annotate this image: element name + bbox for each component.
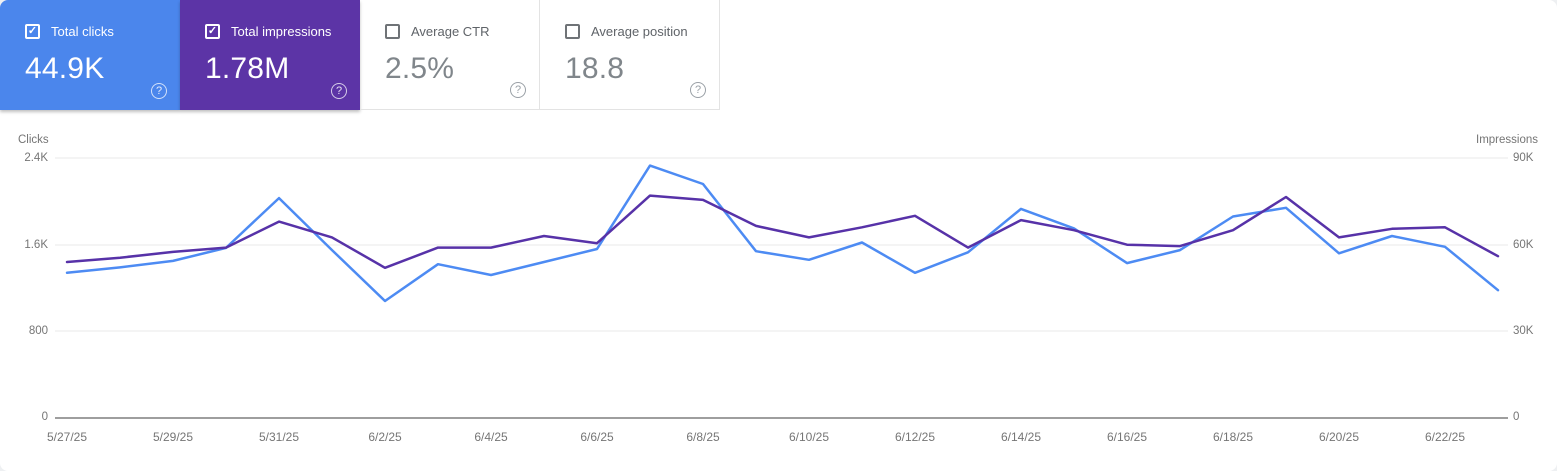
metric-card-average-ctr[interactable]: ✓ Average CTR 2.5% ? <box>360 0 540 110</box>
metric-value: 1.78M <box>205 52 290 85</box>
x-axis-date-label: 5/29/25 <box>152 430 194 444</box>
left-axis-tick: 2.4K <box>24 152 48 164</box>
x-axis-date-label: 6/12/25 <box>894 430 936 444</box>
right-axis-tick: 30K <box>1513 325 1534 337</box>
x-axis-date-label: 6/2/25 <box>368 430 402 444</box>
x-axis-date-label: 5/31/25 <box>258 430 300 444</box>
right-axis-tick: 0 <box>1513 411 1520 423</box>
x-axis-date-label: 6/10/25 <box>788 430 830 444</box>
x-axis-date-label: 6/20/25 <box>1318 430 1360 444</box>
metric-cards-row: ✓ Total clicks 44.9K ? ✓ Total impressio… <box>0 0 720 110</box>
help-icon[interactable]: ? <box>690 82 706 98</box>
metric-label: Total clicks <box>51 24 114 39</box>
card-header: ✓ Total clicks <box>25 24 180 39</box>
left-axis-tick: 1.6K <box>24 239 48 251</box>
metric-value: 44.9K <box>25 52 105 85</box>
x-axis-date-label: 6/22/25 <box>1424 430 1466 444</box>
card-header: ✓ Average CTR <box>385 24 539 39</box>
impressions-line <box>65 194 1500 270</box>
x-axis-date-label: 6/8/25 <box>686 430 720 444</box>
checkbox-unchecked-icon[interactable]: ✓ <box>565 24 580 39</box>
checkbox-checked-icon[interactable]: ✓ <box>205 24 220 39</box>
help-icon[interactable]: ? <box>510 82 526 98</box>
metric-card-total-impressions[interactable]: ✓ Total impressions 1.78M ? <box>180 0 360 110</box>
x-axis-date-label: 6/4/25 <box>474 430 508 444</box>
x-axis-date-label: 6/6/25 <box>580 430 614 444</box>
metric-card-total-clicks[interactable]: ✓ Total clicks 44.9K ? <box>0 0 180 110</box>
metric-label: Average CTR <box>411 24 490 39</box>
metric-label: Average position <box>591 24 688 39</box>
metric-value: 18.8 <box>565 52 625 85</box>
clicks-line <box>65 164 1500 303</box>
x-axis-date-label: 5/27/25 <box>46 430 88 444</box>
card-header: ✓ Total impressions <box>205 24 360 39</box>
left-axis-tick: 800 <box>28 325 48 337</box>
card-header: ✓ Average position <box>565 24 719 39</box>
right-axis-tick: 90K <box>1513 152 1534 164</box>
right-axis-title: Impressions <box>1476 134 1538 146</box>
checkbox-unchecked-icon[interactable]: ✓ <box>385 24 400 39</box>
checkbox-checked-icon[interactable]: ✓ <box>25 24 40 39</box>
x-axis-date-label: 6/16/25 <box>1106 430 1148 444</box>
left-axis-tick: 0 <box>41 411 48 423</box>
help-icon[interactable]: ? <box>151 83 167 99</box>
check-icon: ✓ <box>207 25 218 37</box>
x-axis-date-label: 6/18/25 <box>1212 430 1254 444</box>
check-icon: ✓ <box>27 25 38 37</box>
metric-label: Total impressions <box>231 24 332 39</box>
left-axis-title: Clicks <box>18 134 49 146</box>
help-icon[interactable]: ? <box>331 83 347 99</box>
metric-value: 2.5% <box>385 52 455 85</box>
x-axis-date-label: 6/14/25 <box>1000 430 1042 444</box>
right-axis-tick: 60K <box>1513 239 1534 251</box>
metric-card-average-position[interactable]: ✓ Average position 18.8 ? <box>540 0 720 110</box>
